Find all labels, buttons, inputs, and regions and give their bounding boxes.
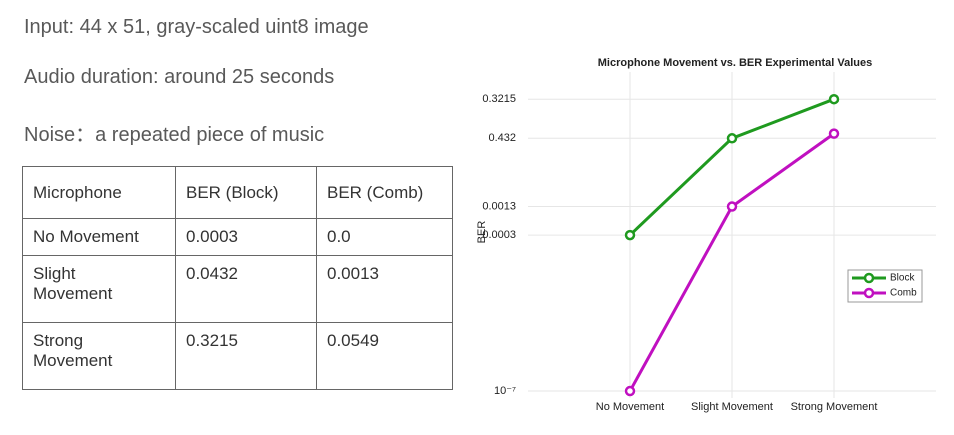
- x-tick-label: Slight Movement: [691, 401, 773, 413]
- y-tick-label: 0.3215: [482, 93, 516, 105]
- point: [726, 133, 738, 144]
- legend-marker: [863, 272, 875, 284]
- x-tick-label: No Movement: [596, 401, 664, 413]
- point: [726, 201, 738, 212]
- point: [624, 229, 636, 241]
- point: [828, 93, 840, 105]
- chart-title: Microphone Movement vs. BER Experimental…: [598, 57, 872, 69]
- text-line: Noise：a repeated piece of music: [24, 124, 325, 146]
- cell: No Movement: [22, 218, 176, 256]
- legend-box: [847, 269, 923, 303]
- y-axis-label: BER: [476, 221, 488, 244]
- legend-label: Block: [890, 273, 915, 284]
- legend-marker: [863, 287, 875, 299]
- cell: 0.0013: [316, 255, 453, 323]
- text-line: Input: 44 x 51, gray-scaled uint8 image: [24, 16, 369, 38]
- x-tick-label: Strong Movement: [791, 401, 878, 413]
- legend-label: Comb: [890, 288, 917, 299]
- table: Microphone BER (Block) BER (Comb) No Movem…: [22, 166, 453, 390]
- point: [624, 385, 636, 397]
- point: [828, 128, 840, 139]
- y-tick-label: 0.0013: [482, 200, 516, 212]
- cell: 0.3215: [175, 322, 317, 390]
- y-tick-label: 10⁻⁷: [494, 385, 516, 397]
- y-tick-label: 0.432: [488, 132, 516, 144]
- cell: Strong Movement: [22, 322, 176, 390]
- cell: 0.0003: [175, 218, 317, 256]
- cell: Slight Movement: [22, 255, 176, 323]
- header-cell: Microphone: [22, 166, 176, 219]
- cell: 0.0: [316, 218, 453, 256]
- header-cell: BER (Block): [175, 166, 317, 219]
- cell: 0.0549: [316, 322, 453, 390]
- text-line: Audio duration: around 25 seconds: [24, 66, 335, 88]
- header-cell: BER (Comb): [316, 166, 453, 219]
- y-tick-label: 0.0003: [482, 229, 516, 241]
